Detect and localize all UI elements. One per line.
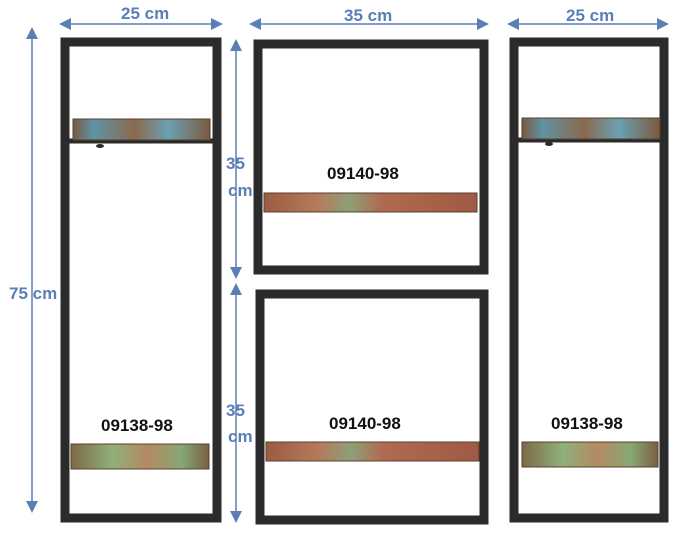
middle-bottom-cube	[255, 289, 489, 525]
middle-top-cube-frame	[253, 39, 489, 275]
middle-top-cube	[253, 39, 489, 275]
middle-bottom-cube-frame	[255, 289, 489, 525]
total-height-label: 75 cm	[9, 285, 57, 302]
left-shelf-bottom-board	[70, 443, 210, 470]
right-shelf-frame	[509, 37, 669, 523]
bottom-cube-height-label-line2: cm	[228, 427, 253, 446]
bottom-cube-height-label-line1: 35	[226, 401, 245, 420]
right-tall-shelf	[509, 37, 669, 523]
left-tall-shelf	[60, 37, 222, 523]
top-cube-height-label-line1: 35	[226, 154, 245, 173]
left-shelf-top-board	[72, 118, 211, 141]
right-width-label: 25 cm	[566, 6, 615, 25]
middle-bottom-cube-board	[265, 441, 480, 462]
right-shelf-hook	[545, 142, 553, 146]
left-shelf-frame	[60, 37, 222, 523]
middle-width-label: 35 cm	[344, 6, 393, 25]
middle-top-cube-product-code: 09140-98	[327, 164, 399, 183]
middle-top-cube-board	[263, 192, 478, 213]
left-shelf-hook	[96, 144, 104, 148]
left-width-label: 25 cm	[121, 4, 170, 23]
middle-bottom-cube-product-code: 09140-98	[329, 414, 401, 433]
top-cube-height-label-line2: cm	[228, 181, 253, 200]
right-shelf-bottom-board	[521, 441, 659, 468]
right-shelf-product-code: 09138-98	[551, 414, 623, 433]
right-shelf-top-board	[521, 117, 661, 140]
left-shelf-product-code: 09138-98	[101, 416, 173, 435]
